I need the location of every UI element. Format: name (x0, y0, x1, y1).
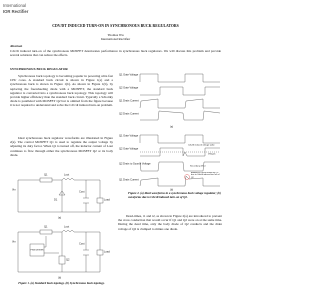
abstract-heading: Abstract (10, 44, 23, 48)
label: Cout (79, 190, 85, 194)
circuit-b: Vin Q1 Lout Cout Load Q2 PWM DRIVER (b) (12, 225, 110, 280)
waveform-labels: Q1 Gate Voltage Q2 Gate Voltage Q1 Drain… (119, 73, 220, 192)
label: (a) (170, 125, 173, 129)
logo-line: IOR Rectifier (3, 9, 29, 14)
figure-caption: Figure 2. (a) Ideal waveforms in a synch… (128, 191, 221, 199)
title: CDV/DT INDUCED TURN-ON IN SYNCHRONOUS BU… (52, 24, 179, 28)
circuit-a: Vin Q1 Lout Cout Load D1 (a) (12, 173, 110, 220)
label: Q1 Gate Voltage (119, 73, 139, 77)
label: (b) (170, 188, 173, 192)
label: Q1 Gate Voltage (119, 134, 139, 138)
label: Q2 (66, 258, 70, 262)
author: Thomas Wu (107, 33, 124, 37)
label: Lout (64, 225, 69, 229)
label: Lout (64, 173, 69, 177)
label: Q1 Drain Current (119, 99, 139, 103)
affiliation: International Rectifier (100, 37, 131, 41)
figures: Vin Q1 Lout Cout Load D1 (a) Vin Q1 Lout… (12, 73, 221, 280)
page: International IOR Rectifier CDV/DT INDUC… (3, 3, 222, 285)
figure-caption: Figure 1. (a) Standard buck topology. (b… (18, 281, 105, 285)
label: Q1 (44, 225, 48, 229)
annotation: Secondary effect (190, 165, 206, 168)
paragraph: Dead-times, t1 and t2, as shown in Figur… (118, 214, 222, 231)
waveforms (139, 73, 221, 187)
label: Load (104, 198, 110, 202)
paragraph: Synchronous buck topology is becoming po… (10, 74, 113, 108)
label: PWM DRIVER (31, 250, 45, 252)
abstract-text: Cdv/dt induced turn-on of the synchronou… (10, 48, 221, 57)
label: Vin (12, 240, 16, 244)
label: Q2 Gate Voltage (119, 86, 139, 90)
label: (b) (58, 276, 61, 280)
annotation: Vth(Q2) (208, 153, 216, 156)
label: Q2 Drain to Source Voltage (119, 162, 151, 166)
label: Cout (79, 242, 85, 246)
label: D1 (54, 198, 58, 202)
paragraph: Ideal synchronous buck regulator wavefor… (10, 136, 113, 157)
label: Q1 Drain Current (119, 178, 139, 182)
annotation-text: Additional current drawn by Q1 due to Cd… (191, 172, 220, 179)
label: Q1 (44, 173, 48, 177)
label: Q2 Gate Voltage (119, 147, 139, 151)
label: (a) (58, 216, 61, 220)
label: Vin (12, 188, 16, 192)
annotation: Cdv/dt induced voltage spike (188, 144, 215, 147)
label: Load (104, 250, 110, 254)
section-heading: SYNCHRONOUS BUCK REGULATOR (10, 67, 68, 71)
logo-line: International (3, 3, 27, 8)
label: Q2 Drain Current (119, 112, 139, 116)
annotation: Additional current drawn by Q1 due to Cd… (191, 172, 220, 179)
